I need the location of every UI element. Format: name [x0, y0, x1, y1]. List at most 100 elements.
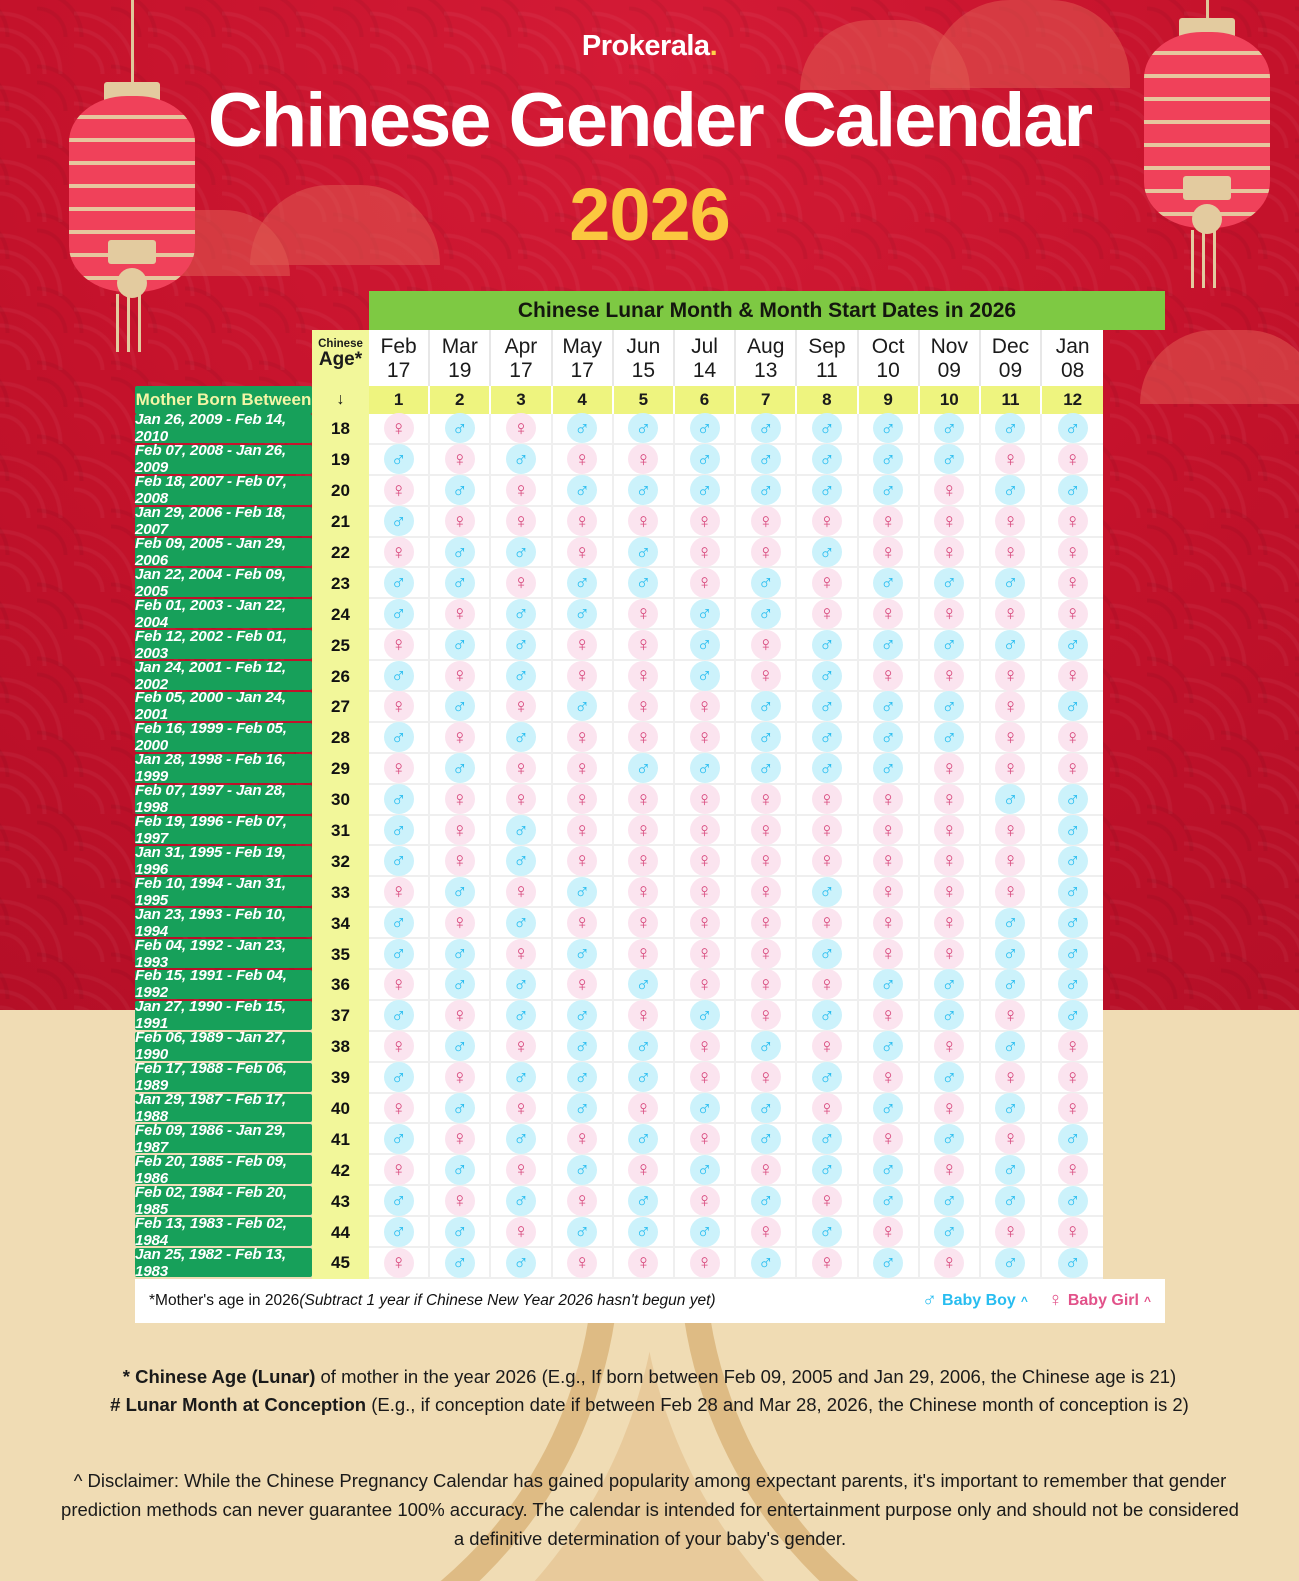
gender-cell[interactable]: ♂	[674, 413, 737, 445]
gender-cell[interactable]: ♀	[613, 691, 675, 723]
gender-cell[interactable]: ♀	[674, 938, 737, 971]
gender-cell[interactable]: ♀	[552, 1247, 614, 1279]
gender-cell[interactable]: ♂	[736, 753, 798, 785]
gender-cell[interactable]: ♂	[674, 444, 737, 476]
gender-cell[interactable]: ♂	[491, 907, 553, 940]
gender-cell[interactable]: ♀	[369, 537, 431, 569]
gender-cell[interactable]: ♂	[1042, 629, 1104, 662]
gender-cell[interactable]: ♀	[613, 598, 675, 631]
gender-cell[interactable]: ♂	[369, 1185, 431, 1218]
gender-cell[interactable]: ♂	[552, 567, 614, 600]
gender-cell[interactable]: ♀	[736, 876, 798, 909]
gender-cell[interactable]: ♀	[797, 506, 859, 538]
gender-cell[interactable]: ♀	[613, 660, 675, 693]
gender-cell[interactable]: ♀	[919, 876, 981, 909]
gender-cell[interactable]: ♂	[980, 907, 1043, 940]
gender-cell[interactable]: ♀	[430, 784, 492, 816]
gender-cell[interactable]: ♀	[797, 598, 859, 631]
gender-cell[interactable]: ♀	[858, 660, 920, 693]
gender-cell[interactable]: ♀	[674, 1031, 737, 1063]
gender-cell[interactable]: ♀	[552, 907, 614, 940]
gender-cell[interactable]: ♂	[797, 537, 859, 569]
gender-cell[interactable]: ♀	[736, 969, 798, 1001]
gender-cell[interactable]: ♀	[980, 876, 1043, 909]
gender-cell[interactable]: ♀	[736, 907, 798, 940]
gender-cell[interactable]: ♀	[980, 722, 1043, 754]
gender-cell[interactable]: ♂	[797, 1000, 859, 1032]
gender-cell[interactable]: ♀	[919, 938, 981, 971]
gender-cell[interactable]: ♂	[736, 1247, 798, 1279]
gender-cell[interactable]: ♀	[736, 660, 798, 693]
gender-cell[interactable]: ♂	[430, 876, 492, 909]
gender-cell[interactable]: ♂	[430, 1247, 492, 1279]
gender-cell[interactable]: ♀	[797, 1031, 859, 1063]
gender-cell[interactable]: ♂	[797, 753, 859, 785]
gender-cell[interactable]: ♀	[1042, 1062, 1104, 1094]
gender-cell[interactable]: ♂	[858, 413, 920, 445]
gender-cell[interactable]: ♂	[552, 1062, 614, 1094]
gender-cell[interactable]: ♀	[674, 1185, 737, 1218]
gender-cell[interactable]: ♀	[797, 1185, 859, 1218]
gender-cell[interactable]: ♀	[369, 691, 431, 723]
gender-cell[interactable]: ♀	[797, 969, 859, 1001]
gender-cell[interactable]: ♀	[674, 1247, 737, 1279]
gender-cell[interactable]: ♀	[430, 722, 492, 754]
gender-cell[interactable]: ♀	[613, 1093, 675, 1125]
gender-cell[interactable]: ♂	[674, 598, 737, 631]
gender-cell[interactable]: ♂	[491, 629, 553, 662]
gender-cell[interactable]: ♀	[919, 1031, 981, 1063]
gender-cell[interactable]: ♀	[1042, 660, 1104, 693]
gender-cell[interactable]: ♀	[552, 969, 614, 1001]
gender-cell[interactable]: ♂	[552, 876, 614, 909]
gender-cell[interactable]: ♀	[919, 845, 981, 878]
gender-cell[interactable]: ♂	[797, 629, 859, 662]
gender-cell[interactable]: ♀	[430, 845, 492, 878]
gender-cell[interactable]: ♀	[491, 691, 553, 723]
gender-cell[interactable]: ♀	[736, 1216, 798, 1249]
gender-cell[interactable]: ♂	[1042, 691, 1104, 723]
gender-cell[interactable]: ♂	[430, 1154, 492, 1187]
gender-cell[interactable]: ♀	[1042, 722, 1104, 754]
gender-cell[interactable]: ♂	[736, 691, 798, 723]
gender-cell[interactable]: ♀	[919, 598, 981, 631]
gender-cell[interactable]: ♂	[797, 444, 859, 476]
gender-cell[interactable]: ♂	[1042, 1000, 1104, 1032]
gender-cell[interactable]: ♂	[797, 876, 859, 909]
gender-cell[interactable]: ♂	[797, 938, 859, 971]
gender-cell[interactable]: ♂	[613, 1185, 675, 1218]
gender-cell[interactable]: ♂	[369, 938, 431, 971]
gender-cell[interactable]: ♂	[858, 969, 920, 1001]
gender-cell[interactable]: ♂	[858, 753, 920, 785]
gender-cell[interactable]: ♂	[1042, 413, 1104, 445]
gender-cell[interactable]: ♂	[674, 1093, 737, 1125]
gender-cell[interactable]: ♀	[491, 506, 553, 538]
gender-cell[interactable]: ♂	[1042, 1123, 1104, 1156]
gender-cell[interactable]: ♀	[1042, 506, 1104, 538]
gender-cell[interactable]: ♀	[980, 845, 1043, 878]
gender-cell[interactable]: ♂	[980, 784, 1043, 816]
gender-cell[interactable]: ♀	[613, 784, 675, 816]
gender-cell[interactable]: ♂	[430, 938, 492, 971]
gender-cell[interactable]: ♀	[858, 537, 920, 569]
gender-cell[interactable]: ♂	[674, 753, 737, 785]
gender-cell[interactable]: ♀	[430, 1123, 492, 1156]
gender-cell[interactable]: ♂	[736, 1123, 798, 1156]
gender-cell[interactable]: ♀	[430, 815, 492, 847]
gender-cell[interactable]: ♂	[797, 722, 859, 754]
gender-cell[interactable]: ♂	[736, 722, 798, 754]
gender-cell[interactable]: ♀	[736, 1000, 798, 1032]
gender-cell[interactable]: ♂	[980, 629, 1043, 662]
gender-cell[interactable]: ♂	[369, 907, 431, 940]
gender-cell[interactable]: ♂	[858, 567, 920, 600]
gender-cell[interactable]: ♀	[552, 444, 614, 476]
gender-cell[interactable]: ♀	[552, 753, 614, 785]
gender-cell[interactable]: ♂	[430, 1031, 492, 1063]
gender-cell[interactable]: ♀	[613, 815, 675, 847]
gender-cell[interactable]: ♀	[674, 1123, 737, 1156]
gender-cell[interactable]: ♀	[858, 1062, 920, 1094]
gender-cell[interactable]: ♂	[980, 567, 1043, 600]
gender-cell[interactable]: ♀	[858, 938, 920, 971]
gender-cell[interactable]: ♀	[919, 506, 981, 538]
gender-cell[interactable]: ♀	[980, 691, 1043, 723]
gender-cell[interactable]: ♂	[613, 753, 675, 785]
